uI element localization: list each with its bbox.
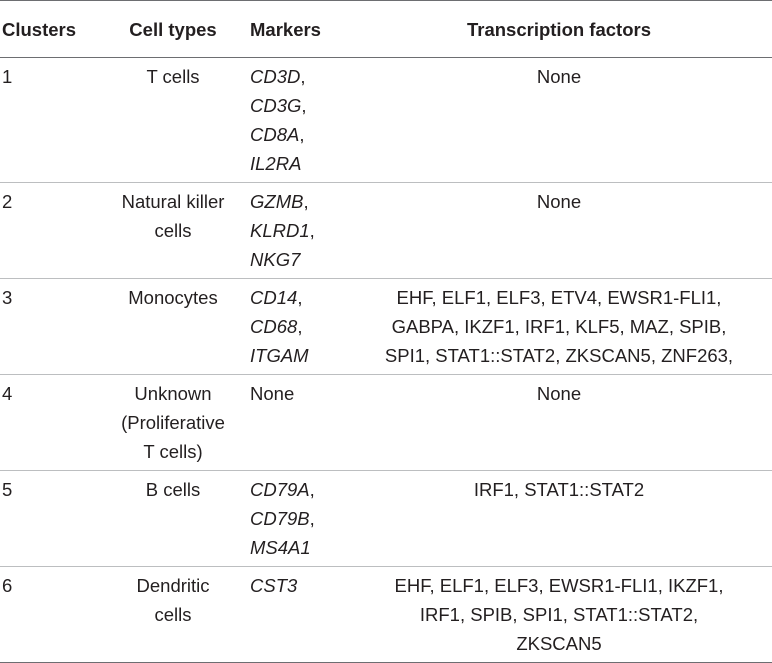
marker-separator: , (309, 508, 315, 529)
header-markers: Markers (242, 0, 346, 58)
marker-separator: , (301, 95, 307, 116)
cell-cluster: 4 (0, 374, 104, 471)
marker-gene: CD79A (250, 479, 310, 500)
cell-type-line: Natural killer (121, 191, 225, 212)
header-cell-types: Cell types (104, 0, 242, 58)
marker-line: GZMB, (250, 187, 346, 216)
marker-line: CD79A, (250, 475, 346, 504)
cell-type-line: cells (154, 604, 192, 625)
cell-cell-type: Dendritic cells (104, 566, 242, 663)
cell-cluster: 6 (0, 566, 104, 663)
marker-gene: CD3G (250, 95, 302, 116)
marker-line: CD3G, (250, 91, 346, 120)
cell-cell-type: T cells (104, 57, 242, 183)
header-transcription-factors: Transcription factors (346, 0, 772, 58)
marker-line: NKG7 (250, 245, 346, 274)
tf-line: EHF, ELF1, ELF3, ETV4, EWSR1-FLI1, (396, 287, 722, 308)
cell-type-line: (Proliferative (121, 412, 225, 433)
marker-separator: , (297, 287, 303, 308)
marker-gene: CD8A (250, 124, 300, 145)
cell-transcription-factors: EHF, ELF1, ELF3, EWSR1-FLI1, IKZF1, IRF1,… (346, 566, 772, 663)
tf-line: None (536, 191, 582, 212)
cell-type-line: B cells (145, 479, 201, 500)
marker-gene: CST3 (250, 575, 298, 596)
cell-transcription-factors: None (346, 374, 772, 471)
marker-line: CST3 (250, 571, 346, 600)
tf-line: IRF1, SPIB, SPI1, STAT1::STAT2, (419, 604, 699, 625)
marker-gene: ITGAM (250, 345, 309, 366)
marker-gene: MS4A1 (250, 537, 311, 558)
marker-gene: CD3D (250, 66, 301, 87)
marker-gene: None (250, 383, 295, 404)
cell-cluster: 1 (0, 57, 104, 183)
cell-type-line: Unknown (134, 383, 212, 404)
cell-type-line: Monocytes (128, 287, 218, 308)
marker-gene: GZMB (250, 191, 304, 212)
header-clusters: Clusters (0, 0, 104, 58)
marker-line: IL2RA (250, 149, 346, 178)
marker-line: CD8A, (250, 120, 346, 149)
marker-line: CD14, (250, 283, 346, 312)
marker-line: ITGAM (250, 341, 346, 370)
marker-line: None (250, 379, 346, 408)
cell-cluster: 3 (0, 278, 104, 375)
marker-gene: CD14 (250, 287, 298, 308)
tf-line: None (536, 383, 582, 404)
marker-gene: IL2RA (250, 153, 302, 174)
cell-transcription-factors: None (346, 182, 772, 279)
tf-line: SPI1, STAT1::STAT2, ZKSCAN5, ZNF263, (384, 345, 734, 366)
cell-markers: CD79A, CD79B, MS4A1 (242, 470, 346, 567)
cell-cell-type: B cells (104, 470, 242, 567)
table-row: 4 Unknown (Proliferative T cells) None None (0, 374, 772, 471)
cell-transcription-factors: None (346, 57, 772, 183)
tf-line: None (536, 66, 582, 87)
marker-separator: , (309, 479, 315, 500)
cell-transcription-factors: IRF1, STAT1::STAT2 (346, 470, 772, 567)
marker-separator: , (300, 66, 306, 87)
cell-markers: None (242, 374, 346, 471)
table-row: 6 Dendritic cells CST3 EHF, ELF1, ELF3, EWSR… (0, 566, 772, 663)
marker-line: KLRD1, (250, 216, 346, 245)
table-row: 2 Natural killer cells GZMB, KLRD1, NKG7 None (0, 182, 772, 279)
cell-cluster: 2 (0, 182, 104, 279)
cell-transcription-factors: EHF, ELF1, ELF3, ETV4, EWSR1-FLI1, GABPA,… (346, 278, 772, 375)
marker-line: CD79B, (250, 504, 346, 533)
marker-gene: CD79B (250, 508, 310, 529)
cell-type-line: cells (154, 220, 192, 241)
cell-type-line: T cells) (143, 441, 203, 462)
cell-markers: CD3D, CD3G, CD8A, IL2RA (242, 57, 346, 183)
table-row: 3 Monocytes CD14, CD68, ITGAM EHF, ELF1, ELF3… (0, 278, 772, 375)
cell-markers: CST3 (242, 566, 346, 663)
marker-separator: , (309, 220, 315, 241)
tf-line: IRF1, STAT1::STAT2 (473, 479, 645, 500)
marker-gene: CD68 (250, 316, 298, 337)
cell-cell-type: Natural killer cells (104, 182, 242, 279)
marker-gene: KLRD1 (250, 220, 310, 241)
tf-line: GABPA, IKZF1, IRF1, KLF5, MAZ, SPIB, (391, 316, 727, 337)
marker-gene: NKG7 (250, 249, 301, 270)
header-row: Clusters Cell types Markers Transcriptio… (0, 0, 772, 58)
cell-cell-type: Monocytes (104, 278, 242, 375)
marker-separator: , (299, 124, 305, 145)
marker-line: MS4A1 (250, 533, 346, 562)
marker-line: CD68, (250, 312, 346, 341)
marker-separator: , (303, 191, 309, 212)
cell-type-line: T cells (146, 66, 200, 87)
cell-type-line: Dendritic (136, 575, 210, 596)
marker-line: CD3D, (250, 62, 346, 91)
table-header: Clusters Cell types Markers Transcriptio… (0, 0, 772, 58)
cell-cluster: 5 (0, 470, 104, 567)
tf-line: ZKSCAN5 (516, 633, 602, 654)
cell-markers: GZMB, KLRD1, NKG7 (242, 182, 346, 279)
tf-line: EHF, ELF1, ELF3, EWSR1-FLI1, IKZF1, (394, 575, 724, 596)
cell-markers: CD14, CD68, ITGAM (242, 278, 346, 375)
marker-separator: , (297, 316, 303, 337)
cell-cell-type: Unknown (Proliferative T cells) (104, 374, 242, 471)
